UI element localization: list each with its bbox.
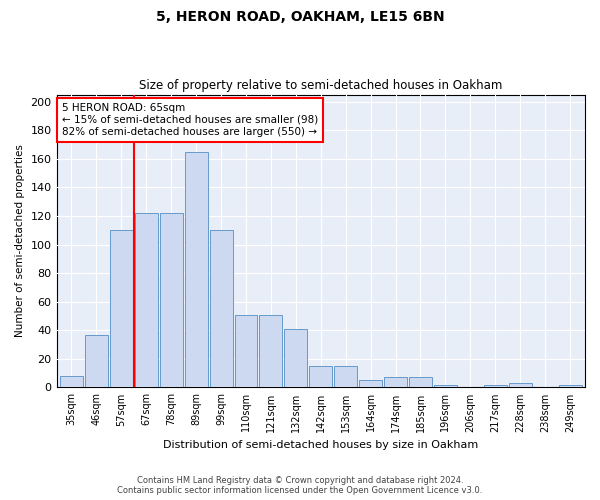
Bar [310, 366, 332, 388]
Text: 5, HERON ROAD, OAKHAM, LE15 6BN: 5, HERON ROAD, OAKHAM, LE15 6BN [155, 10, 445, 24]
Title: Size of property relative to semi-detached houses in Oakham: Size of property relative to semi-detach… [139, 79, 502, 92]
Bar [559, 384, 581, 388]
Bar [209, 230, 233, 388]
Bar [334, 366, 357, 388]
Text: Contains HM Land Registry data © Crown copyright and database right 2024.
Contai: Contains HM Land Registry data © Crown c… [118, 476, 482, 495]
Bar [359, 380, 382, 388]
Bar [160, 213, 182, 388]
Bar [484, 384, 507, 388]
Bar [135, 213, 158, 388]
Y-axis label: Number of semi-detached properties: Number of semi-detached properties [15, 144, 25, 338]
Bar [185, 152, 208, 388]
Bar [85, 334, 108, 388]
Bar [235, 314, 257, 388]
Bar [509, 383, 532, 388]
Bar [60, 376, 83, 388]
Bar [110, 230, 133, 388]
Text: 5 HERON ROAD: 65sqm
← 15% of semi-detached houses are smaller (98)
82% of semi-d: 5 HERON ROAD: 65sqm ← 15% of semi-detach… [62, 104, 318, 136]
Bar [384, 378, 407, 388]
Bar [284, 329, 307, 388]
Bar [409, 378, 432, 388]
Bar [259, 314, 283, 388]
X-axis label: Distribution of semi-detached houses by size in Oakham: Distribution of semi-detached houses by … [163, 440, 478, 450]
Bar [434, 384, 457, 388]
